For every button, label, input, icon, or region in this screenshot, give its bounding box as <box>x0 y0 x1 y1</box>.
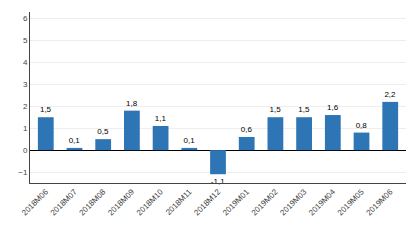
svg-text:1: 1 <box>23 124 28 133</box>
svg-text:−1: −1 <box>18 168 28 177</box>
svg-text:0,5: 0,5 <box>97 127 109 136</box>
svg-text:1,6: 1,6 <box>327 103 339 112</box>
svg-text:-1,1: -1,1 <box>211 177 225 186</box>
svg-text:3: 3 <box>23 80 28 89</box>
svg-text:1,5: 1,5 <box>40 105 52 114</box>
svg-text:2019M06: 2019M06 <box>365 187 395 217</box>
svg-text:0,8: 0,8 <box>356 121 368 130</box>
svg-text:6: 6 <box>23 14 28 23</box>
svg-text:5: 5 <box>23 36 28 45</box>
svg-text:0: 0 <box>23 146 28 155</box>
svg-text:2018M09: 2018M09 <box>106 187 136 217</box>
svg-text:2019M03: 2019M03 <box>278 187 308 217</box>
svg-text:2018M10: 2018M10 <box>135 187 165 217</box>
svg-text:2,2: 2,2 <box>384 90 396 99</box>
svg-text:0,6: 0,6 <box>241 125 253 134</box>
svg-text:4: 4 <box>23 58 28 67</box>
svg-text:2018M07: 2018M07 <box>49 187 79 217</box>
svg-text:2019M01: 2019M01 <box>221 187 251 217</box>
svg-text:2018M06: 2018M06 <box>20 187 50 217</box>
svg-text:2019M05: 2019M05 <box>336 187 366 217</box>
svg-text:2018M11: 2018M11 <box>164 187 194 217</box>
svg-text:2: 2 <box>23 102 28 111</box>
svg-text:0,1: 0,1 <box>69 136 81 145</box>
svg-text:1,8: 1,8 <box>126 99 138 108</box>
svg-text:1,1: 1,1 <box>155 114 167 123</box>
svg-text:2019M02: 2019M02 <box>250 187 280 217</box>
svg-text:0,1: 0,1 <box>183 136 195 145</box>
svg-text:2018M12: 2018M12 <box>192 187 222 217</box>
svg-text:1,5: 1,5 <box>270 105 282 114</box>
svg-text:1,5: 1,5 <box>298 105 310 114</box>
svg-text:2019M04: 2019M04 <box>307 187 337 217</box>
svg-text:2018M08: 2018M08 <box>77 187 107 217</box>
